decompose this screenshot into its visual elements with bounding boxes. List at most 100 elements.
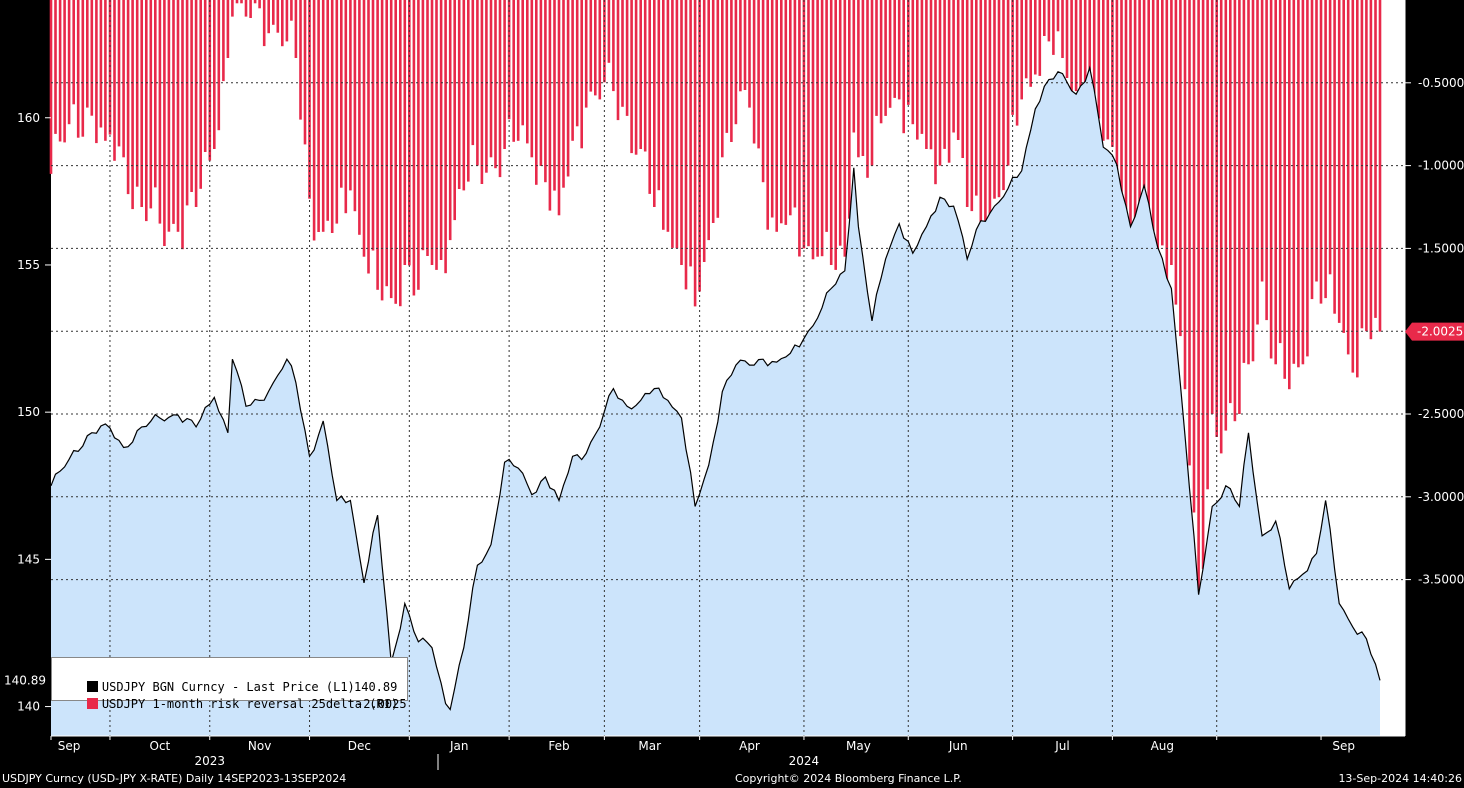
month-label: Mar: [638, 739, 661, 753]
rr-bar: [494, 0, 497, 169]
rr-bar: [417, 0, 420, 290]
rr-bar: [666, 0, 670, 232]
rr-bar: [421, 0, 425, 251]
rr-bar: [1337, 0, 1341, 323]
rr-bar: [126, 0, 130, 195]
rr-bar: [1097, 0, 1101, 119]
rr-bar: [684, 0, 688, 290]
rr-bar: [1079, 0, 1082, 100]
rr-bar: [757, 0, 760, 149]
rr-bar: [480, 0, 484, 184]
rr-bar: [671, 0, 674, 248]
rr-bar: [1346, 0, 1350, 355]
rr-bar: [299, 0, 302, 120]
rr-bar: [199, 0, 202, 189]
rr-bar: [290, 0, 293, 21]
rr-bar: [1283, 0, 1286, 379]
rr-bar: [1161, 0, 1164, 246]
rr-bar: [1306, 0, 1309, 357]
rr-bar: [793, 0, 797, 208]
rr-bar: [875, 0, 878, 116]
rr-bar: [312, 0, 316, 241]
rr-bar: [911, 0, 915, 125]
year-label: 2024: [789, 754, 820, 768]
rr-bar: [58, 0, 62, 142]
legend-label-price: USDJPY BGN Curncy - Last Price (L1): [101, 680, 355, 694]
rr-bar: [281, 0, 284, 47]
rr-bar: [829, 0, 833, 265]
rr-bar: [1179, 0, 1182, 337]
rr-bar: [838, 0, 842, 246]
rr-bar: [539, 0, 543, 166]
rr-bar: [1147, 0, 1150, 219]
rr-bar: [1088, 0, 1091, 108]
rr-bar: [1142, 0, 1146, 224]
left-tick-label: 160: [17, 111, 40, 125]
rr-bar: [607, 0, 611, 63]
rr-bar: [825, 0, 828, 232]
rr-bar: [544, 0, 547, 183]
left-last-value: 140.89: [4, 673, 46, 687]
rr-bar: [553, 0, 556, 191]
rr-bar: [231, 0, 234, 17]
rr-bar: [916, 0, 919, 140]
rr-bar: [857, 0, 860, 158]
rr-bar: [1106, 0, 1110, 140]
rr-bar: [907, 0, 910, 105]
rr-bar: [689, 0, 692, 267]
rr-bar: [1120, 0, 1123, 229]
rr-bar: [1310, 0, 1314, 300]
rr-bar: [235, 0, 239, 4]
x-axis: Sep Oct Nov Dec Jan Feb Mar Apr May Jun Jul Aug Sep 2…: [50, 735, 1405, 770]
rr-bar: [1301, 0, 1305, 365]
right-axis: -0.5000-1.0000-1.5000-2.0000-2.5000-3.00…: [1404, 0, 1464, 736]
rr-bar: [349, 0, 352, 191]
rr-bar: [934, 0, 937, 185]
rr-bar: [1219, 0, 1223, 454]
rr-bar: [807, 0, 810, 247]
rr-bar: [90, 0, 94, 116]
footer-security-info: USDJPY Curncy (USD-JPY X-RATE) Daily 14S…: [2, 772, 347, 785]
legend-swatch-price: [86, 681, 98, 692]
rr-bar: [489, 0, 493, 158]
month-label: Aug: [1151, 739, 1174, 753]
rr-bar: [1288, 0, 1291, 390]
rr-bar: [1061, 0, 1064, 58]
rr-bar: [308, 0, 311, 199]
rr-bar: [884, 0, 887, 116]
rr-bar: [158, 0, 162, 224]
rr-bar: [63, 0, 66, 143]
rr-bar: [135, 0, 139, 187]
rr-bar: [848, 0, 851, 219]
rr-bar: [340, 0, 343, 188]
rr-bar: [612, 0, 615, 92]
rr-bar: [203, 0, 207, 152]
rr-bar: [521, 0, 524, 126]
rr-bar: [1324, 0, 1327, 299]
rr-bar: [1024, 0, 1028, 79]
price-line-path: [50, 65, 1381, 711]
legend-value-risk-reversal: -2.0025: [356, 697, 407, 711]
left-axis: 140 145 150 155 160 140.89: [4, 111, 51, 714]
rr-bar: [403, 0, 407, 265]
rr-bar: [1020, 0, 1023, 100]
rr-bar: [54, 0, 57, 134]
rr-bar: [376, 0, 379, 290]
rr-bar: [616, 0, 620, 121]
rr-bar: [648, 0, 651, 194]
rr-bar: [893, 0, 896, 98]
rr-bar: [380, 0, 384, 301]
rr-bar: [76, 0, 80, 138]
rr-bar: [1002, 0, 1005, 191]
rr-bar: [1034, 0, 1037, 75]
rr-bar: [1229, 0, 1232, 404]
rr-bar: [285, 0, 289, 42]
rr-bar: [1369, 0, 1373, 340]
rr-bar: [439, 0, 443, 260]
rr-bar: [367, 0, 370, 274]
rr-bar: [108, 0, 112, 135]
rr-bar: [1197, 0, 1200, 621]
month-label: May: [846, 739, 871, 753]
rr-bar: [993, 0, 996, 199]
rr-bar: [625, 0, 629, 116]
